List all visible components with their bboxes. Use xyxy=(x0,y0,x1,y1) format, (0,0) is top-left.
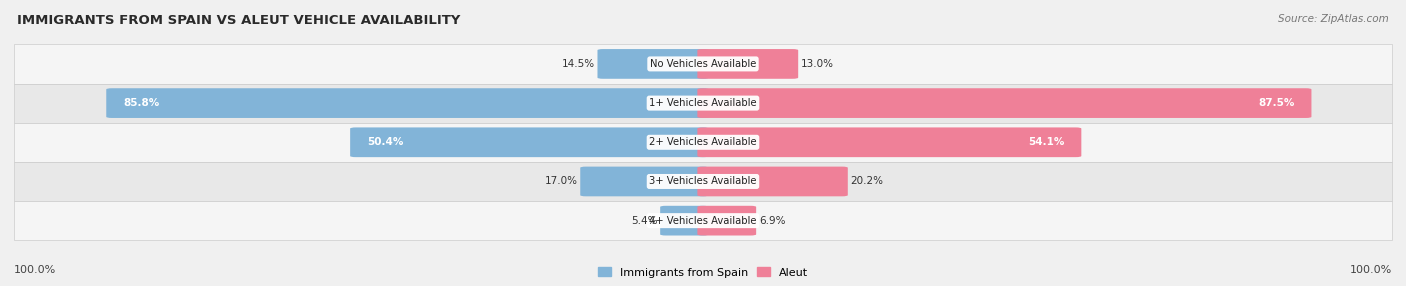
Text: 100.0%: 100.0% xyxy=(14,265,56,275)
FancyBboxPatch shape xyxy=(350,128,709,157)
FancyBboxPatch shape xyxy=(697,88,1312,118)
FancyBboxPatch shape xyxy=(697,167,848,196)
FancyBboxPatch shape xyxy=(581,167,709,196)
Bar xyxy=(14,162,1392,201)
Text: IMMIGRANTS FROM SPAIN VS ALEUT VEHICLE AVAILABILITY: IMMIGRANTS FROM SPAIN VS ALEUT VEHICLE A… xyxy=(17,14,460,27)
FancyBboxPatch shape xyxy=(697,49,799,79)
Text: 5.4%: 5.4% xyxy=(631,216,658,226)
Text: 100.0%: 100.0% xyxy=(1350,265,1392,275)
Text: 54.1%: 54.1% xyxy=(1028,137,1064,147)
Text: 13.0%: 13.0% xyxy=(801,59,834,69)
FancyBboxPatch shape xyxy=(661,206,709,235)
Text: 3+ Vehicles Available: 3+ Vehicles Available xyxy=(650,176,756,186)
Legend: Immigrants from Spain, Aleut: Immigrants from Spain, Aleut xyxy=(598,267,808,278)
Text: Source: ZipAtlas.com: Source: ZipAtlas.com xyxy=(1278,14,1389,24)
Text: 17.0%: 17.0% xyxy=(544,176,578,186)
Text: 4+ Vehicles Available: 4+ Vehicles Available xyxy=(650,216,756,226)
Text: 2+ Vehicles Available: 2+ Vehicles Available xyxy=(650,137,756,147)
Text: 50.4%: 50.4% xyxy=(367,137,404,147)
FancyBboxPatch shape xyxy=(697,128,1081,157)
Text: 14.5%: 14.5% xyxy=(561,59,595,69)
Text: 87.5%: 87.5% xyxy=(1258,98,1295,108)
Text: 6.9%: 6.9% xyxy=(759,216,786,226)
FancyBboxPatch shape xyxy=(697,206,756,235)
Bar xyxy=(14,123,1392,162)
Text: No Vehicles Available: No Vehicles Available xyxy=(650,59,756,69)
Bar xyxy=(14,44,1392,84)
Bar xyxy=(14,201,1392,240)
Text: 85.8%: 85.8% xyxy=(124,98,159,108)
FancyBboxPatch shape xyxy=(598,49,709,79)
Text: 20.2%: 20.2% xyxy=(851,176,883,186)
Bar xyxy=(14,84,1392,123)
FancyBboxPatch shape xyxy=(107,88,709,118)
Text: 1+ Vehicles Available: 1+ Vehicles Available xyxy=(650,98,756,108)
